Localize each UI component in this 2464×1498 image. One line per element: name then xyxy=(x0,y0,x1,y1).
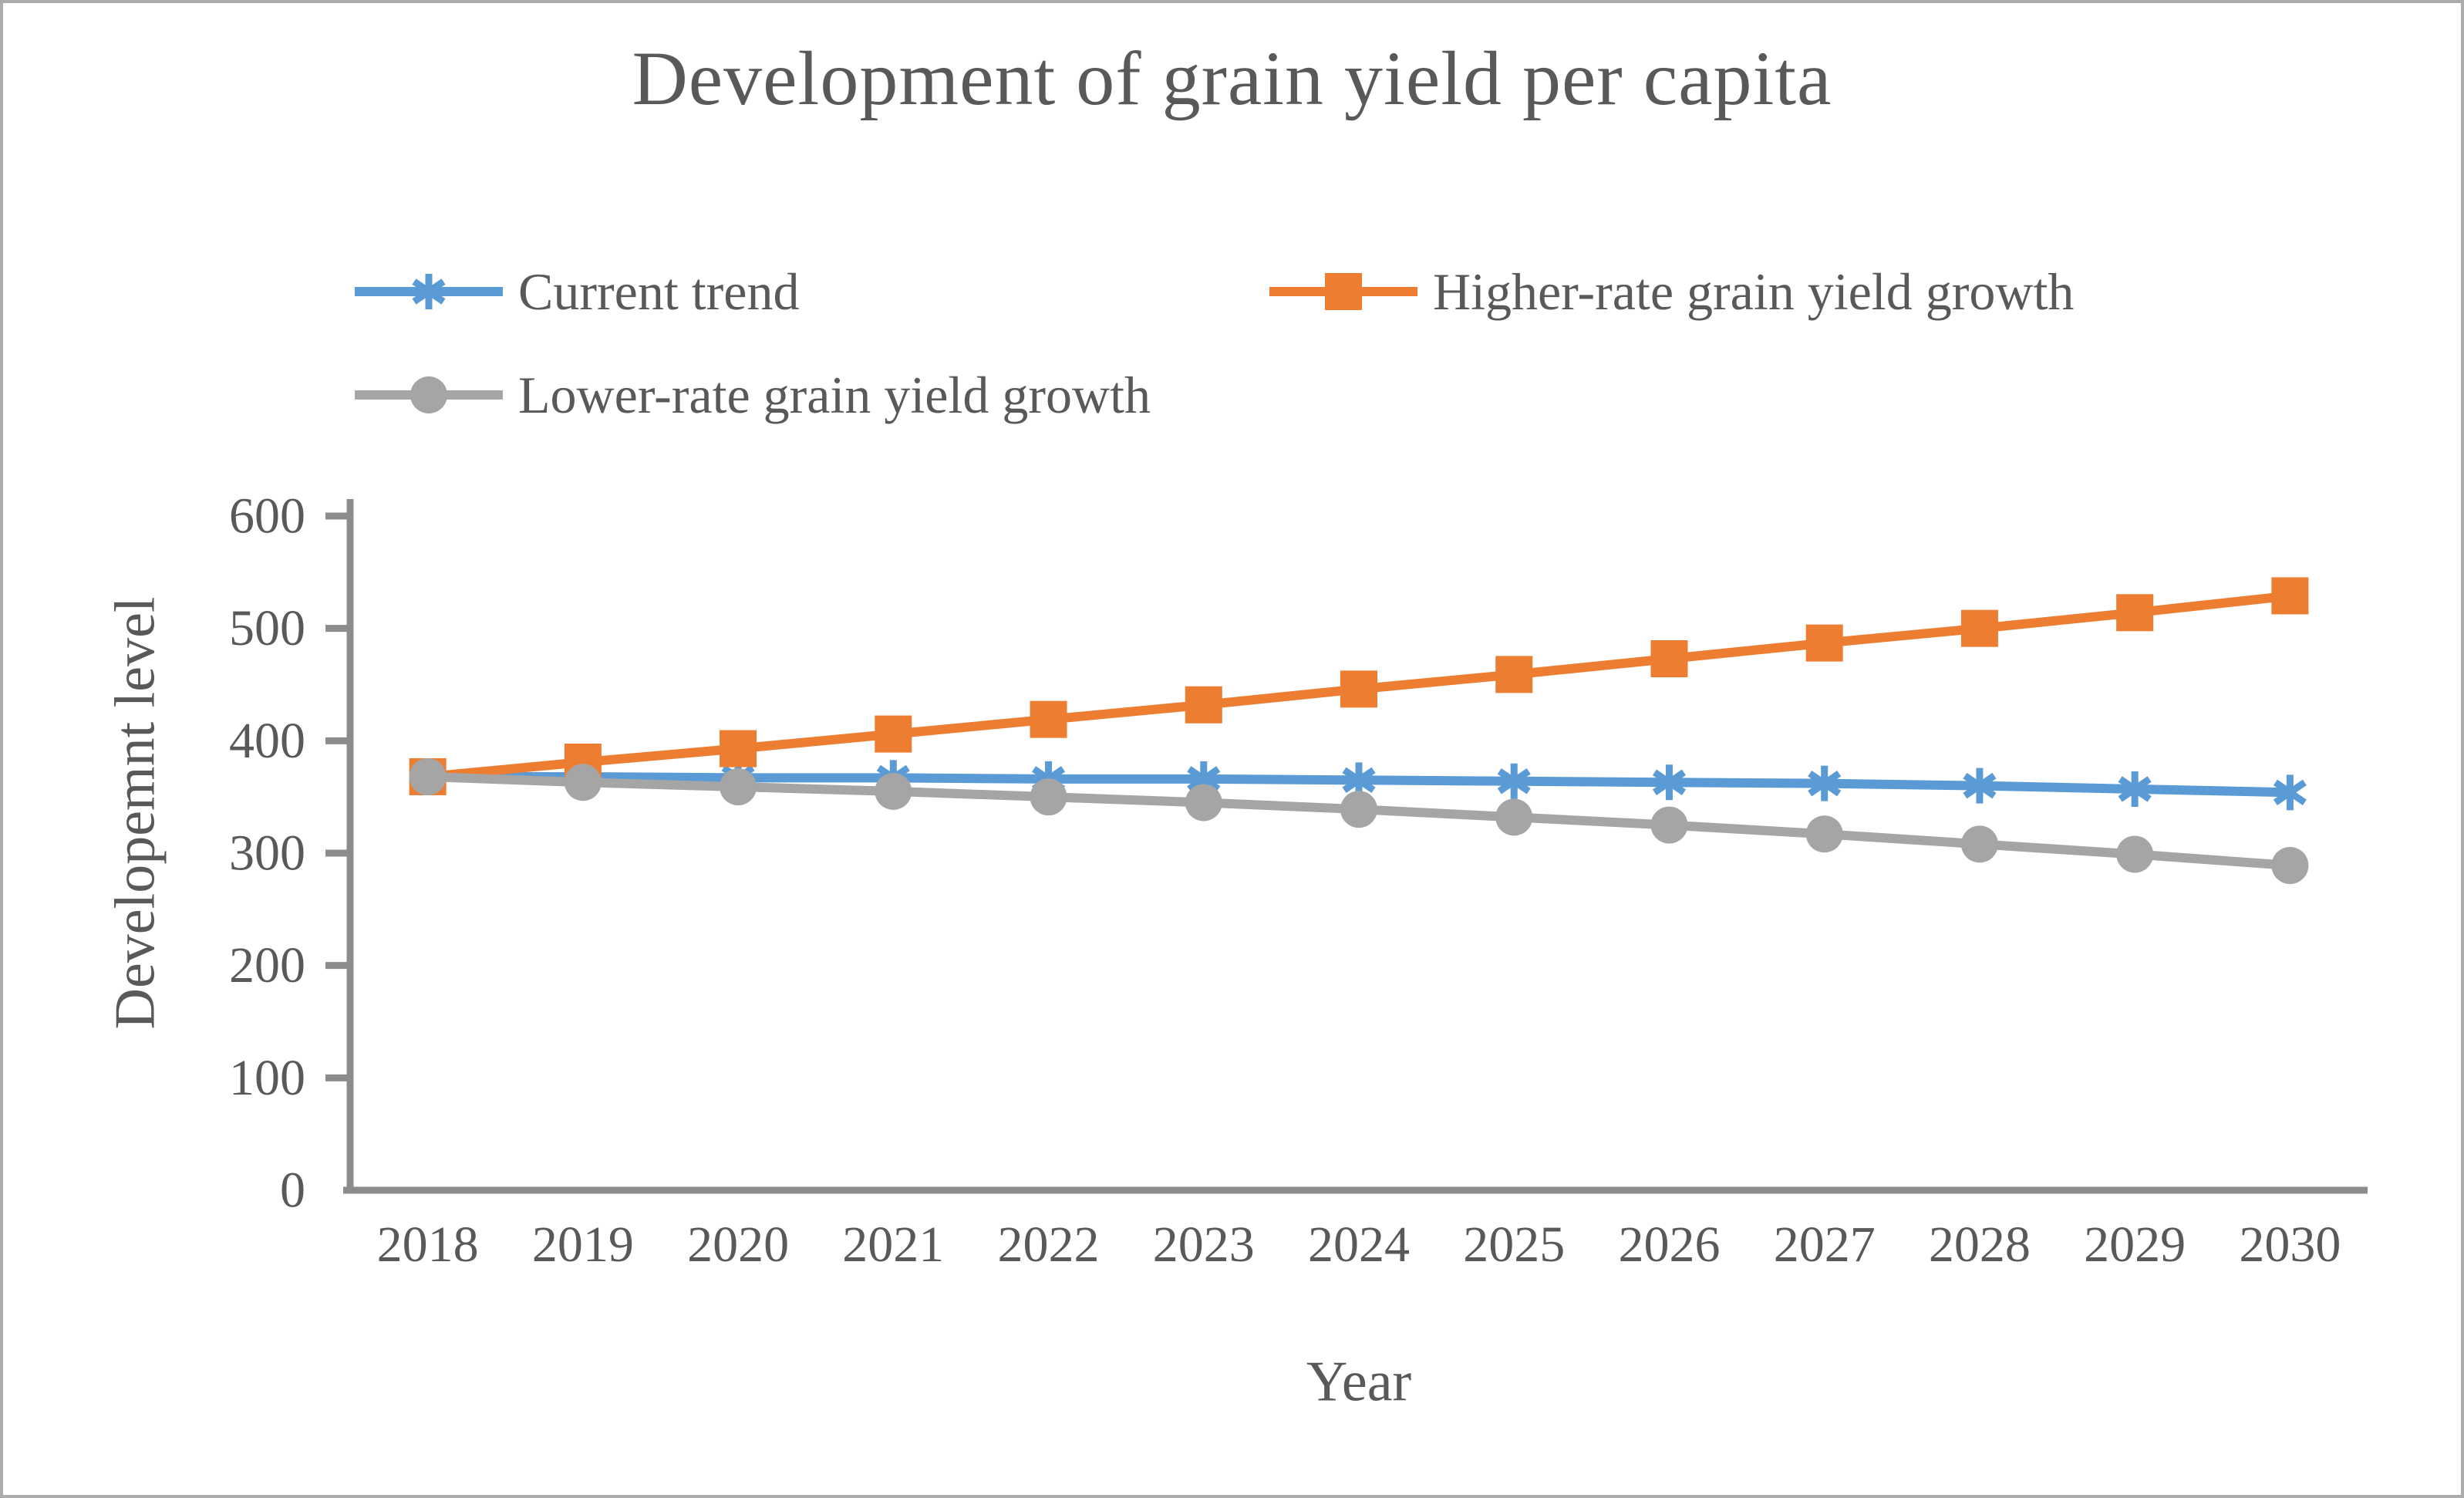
legend-swatch-asterisk-icon xyxy=(355,274,503,309)
data-point-marker xyxy=(875,715,912,753)
data-point-marker xyxy=(1960,825,1998,863)
data-point-marker xyxy=(1185,686,1222,724)
plot-area: 0 100 200 300 400 500 600 2018 2019 2020 2021 2022 2… xyxy=(229,488,2368,1273)
legend-item-higher-rate: Higher-rate grain yield growth xyxy=(1266,261,2075,321)
legend-item-lower-rate: Lower-rate grain yield growth xyxy=(352,365,1151,424)
x-tick-label: 2018 xyxy=(377,1216,479,1273)
legend-label: Lower-rate grain yield growth xyxy=(518,365,1151,424)
data-point-marker xyxy=(1805,624,1843,662)
y-tick-label: 100 xyxy=(229,1050,305,1106)
y-tick-label: 200 xyxy=(229,937,305,994)
legend-marker xyxy=(412,274,446,309)
legend-marker xyxy=(1325,273,1362,310)
legend-swatch-circle-icon xyxy=(355,376,503,413)
x-tick-label: 2028 xyxy=(1929,1216,2031,1273)
data-point-marker xyxy=(2271,847,2309,885)
data-point-marker xyxy=(2118,771,2152,807)
x-tick-label: 2029 xyxy=(2084,1216,2186,1273)
data-point-marker xyxy=(1495,656,1533,693)
data-point-marker xyxy=(564,764,602,801)
x-tick-label: 2022 xyxy=(998,1216,1100,1273)
x-axis-title: Year xyxy=(1306,1350,1412,1414)
legend-item-current-trend: Current trend xyxy=(352,261,800,321)
data-point-marker xyxy=(1185,784,1222,822)
data-point-marker xyxy=(1030,700,1067,738)
x-tick-label: 2025 xyxy=(1463,1216,1565,1273)
data-point-marker xyxy=(1963,768,1997,804)
data-point-marker xyxy=(2116,594,2154,632)
y-tick-label: 400 xyxy=(229,713,305,769)
legend-label: Higher-rate grain yield growth xyxy=(1433,261,2075,321)
x-tick-label: 2024 xyxy=(1308,1216,1410,1273)
legend-swatch-square-icon xyxy=(1269,273,1417,310)
y-tick-label: 600 xyxy=(229,488,305,545)
y-tick-label: 300 xyxy=(229,825,305,882)
data-point-marker xyxy=(1650,806,1688,844)
data-point-marker xyxy=(2116,835,2154,873)
data-point-marker xyxy=(409,757,447,795)
x-tick-label: 2023 xyxy=(1153,1216,1255,1273)
y-tick-label: 0 xyxy=(280,1162,305,1219)
data-point-marker xyxy=(1808,765,1842,801)
data-point-marker xyxy=(1652,764,1687,801)
data-point-marker xyxy=(1497,763,1531,799)
x-tick-label: 2021 xyxy=(842,1216,944,1273)
data-point-marker xyxy=(1340,670,1377,708)
x-tick-label: 2019 xyxy=(532,1216,634,1273)
x-tick-label: 2027 xyxy=(1774,1216,1876,1273)
data-point-marker xyxy=(2271,577,2309,615)
x-tick-label: 2026 xyxy=(1618,1216,1720,1273)
data-point-marker xyxy=(1650,639,1688,677)
data-point-marker xyxy=(1805,815,1843,853)
legend-label: Current trend xyxy=(518,261,800,321)
data-point-marker xyxy=(1340,791,1377,828)
data-point-marker xyxy=(1030,778,1067,816)
legend-marker xyxy=(410,376,447,413)
data-point-marker xyxy=(875,772,912,810)
x-tick-label: 2030 xyxy=(2239,1216,2341,1273)
data-point-marker xyxy=(720,730,757,768)
data-point-marker xyxy=(2273,774,2307,811)
data-point-marker xyxy=(720,768,757,806)
data-point-marker xyxy=(1495,798,1533,836)
data-point-marker xyxy=(1960,609,1998,647)
chart-title: Development of grain yield per capita xyxy=(632,35,1832,121)
x-tick-label: 2020 xyxy=(687,1216,789,1273)
y-tick-label: 500 xyxy=(229,600,305,656)
